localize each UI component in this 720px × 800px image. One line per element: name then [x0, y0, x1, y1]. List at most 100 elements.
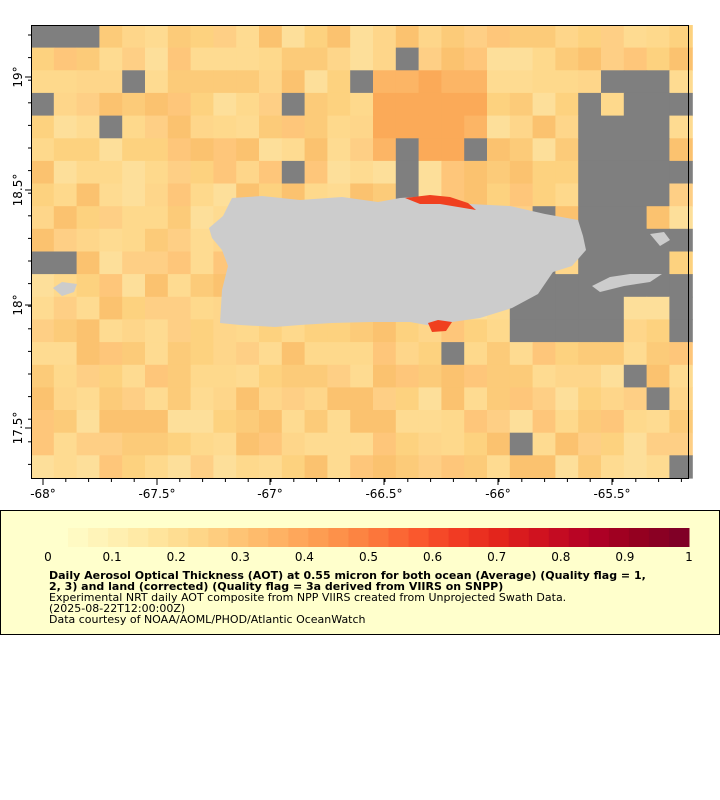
aot-cell [395, 342, 420, 366]
aot-cell [418, 70, 442, 94]
aot-cell [304, 455, 328, 479]
aot-cell [555, 410, 579, 434]
aot-cell [509, 342, 534, 366]
colorbar-tick-label: 0.1 [103, 550, 122, 564]
colorbar-tick-label: 0.5 [359, 550, 378, 564]
aot-cell [122, 387, 146, 411]
aot-cell [122, 432, 146, 456]
aot-cell [532, 410, 556, 434]
aot-cell [669, 70, 693, 94]
aot-cell [464, 115, 488, 139]
aot-cell [236, 47, 260, 71]
aot-cell [167, 160, 192, 185]
aot-cell [555, 92, 579, 117]
aot-cell [145, 183, 169, 207]
aot-cell [532, 183, 556, 207]
x-tick-label: -66.5° [365, 487, 402, 501]
aot-cell [145, 342, 169, 366]
aot-cell [373, 70, 397, 94]
aot-cell [145, 228, 169, 253]
aot-cell [373, 410, 397, 434]
aot-cell [578, 455, 602, 479]
aot-cell [53, 387, 78, 411]
aot-cell [464, 342, 488, 366]
no-data-cell [669, 319, 693, 343]
no-data-cell [601, 183, 625, 207]
aot-cell [99, 410, 123, 434]
y-tick-label: 18° [11, 294, 25, 315]
aot-cell [122, 160, 146, 185]
aot-cell [373, 319, 397, 343]
aot-cell [76, 138, 100, 162]
aot-cell [464, 70, 488, 94]
aot-cell [327, 387, 351, 411]
no-data-cell [623, 206, 648, 230]
aot-cell [669, 25, 693, 49]
aot-cell [31, 364, 55, 389]
aot-cell [464, 92, 488, 117]
aot-cell [532, 160, 556, 185]
no-data-cell [76, 25, 100, 49]
colorbar-swatch [428, 528, 450, 547]
aot-cell [669, 183, 693, 207]
aot-cell [373, 138, 397, 162]
aot-cell [53, 455, 78, 479]
no-data-cell [623, 183, 648, 207]
aot-cell [646, 410, 670, 434]
aot-cell [236, 364, 260, 389]
aot-cell [373, 115, 397, 139]
colorbar-swatch [568, 528, 590, 547]
no-data-cell [578, 115, 602, 139]
colorbar-swatch [268, 528, 289, 547]
aot-cell [418, 115, 442, 139]
no-data-cell [623, 364, 648, 389]
aot-cell [464, 47, 488, 71]
aot-cell [509, 92, 534, 117]
aot-cell [76, 47, 100, 71]
aot-cell [99, 183, 123, 207]
no-data-cell [601, 296, 625, 321]
no-data-cell [623, 251, 648, 275]
aot-cell [669, 115, 693, 139]
aot-cell [532, 432, 556, 456]
aot-cell [601, 92, 625, 117]
aot-cell [122, 364, 146, 389]
aot-cell [76, 183, 100, 207]
aot-cell [122, 319, 146, 343]
aot-cell [623, 319, 648, 343]
aot-cell [669, 387, 693, 411]
aot-cell [190, 274, 214, 298]
aot-cell [601, 455, 625, 479]
aot-cell [373, 432, 397, 456]
aot-cell [259, 138, 283, 162]
aot-cell [304, 70, 328, 94]
x-tick-label: -66° [485, 487, 511, 501]
no-data-cell [669, 274, 693, 298]
aot-cell [190, 455, 214, 479]
culebra-island [650, 232, 670, 246]
aot-cell [669, 206, 693, 230]
aot-cell [578, 410, 602, 434]
no-data-cell [646, 138, 670, 162]
aot-cell [167, 342, 192, 366]
aot-cell [53, 342, 78, 366]
aot-cell [418, 455, 442, 479]
aot-cell [464, 183, 488, 207]
colorbar-swatch [488, 528, 510, 547]
no-data-cell [509, 432, 534, 456]
legend-panel: 0 0.1 0.2 0.3 0.4 0.5 0.6 0.7 0.8 0.9 1 Daily Aero… [0, 510, 720, 635]
aot-cell [487, 138, 511, 162]
colorbar-swatch [388, 528, 409, 547]
aot-cell [53, 138, 78, 162]
aot-cell [578, 387, 602, 411]
x-tick-label: -68° [30, 487, 56, 501]
aot-cell [259, 410, 283, 434]
aot-cell [327, 115, 351, 139]
aot-cell [418, 342, 442, 366]
no-data-cell [601, 206, 625, 230]
aot-cell [623, 25, 648, 49]
aot-cell [395, 115, 420, 139]
aot-cell [99, 342, 123, 366]
aot-cell [555, 432, 579, 456]
aot-cell [487, 364, 511, 389]
